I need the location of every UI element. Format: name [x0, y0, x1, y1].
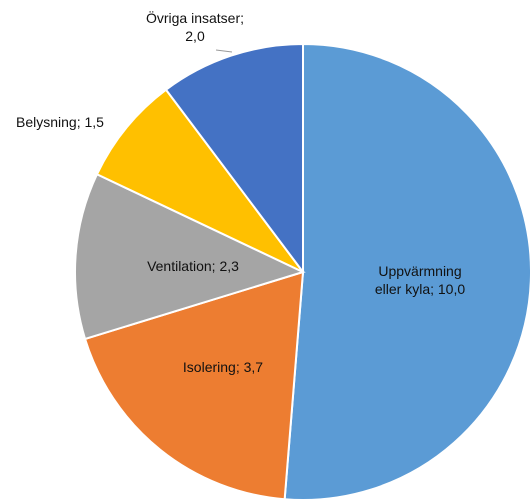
- data-label: Ventilation; 2,3: [147, 258, 239, 274]
- pie-slice: [164, 42, 304, 275]
- pie-slice: [283, 42, 530, 501]
- pie-slice: [95, 88, 304, 273]
- data-label: Uppvärmning eller kyla; 10,0: [375, 263, 465, 297]
- pie-slice: [74, 172, 306, 341]
- leader-line: [215, 49, 233, 53]
- pie-slice: [83, 270, 305, 501]
- data-label: Isolering; 3,7: [183, 359, 263, 375]
- data-label: Övriga insatser; 2,0: [146, 9, 244, 44]
- data-label: Belysning; 1,5: [16, 114, 104, 130]
